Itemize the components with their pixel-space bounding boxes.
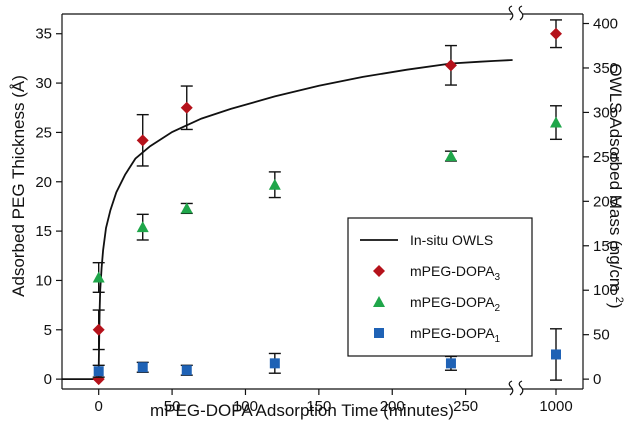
y-tick-label: 10 <box>35 272 52 289</box>
y2-tick-label: 0 <box>593 371 601 388</box>
y2-tick-label: 50 <box>593 327 610 344</box>
y2-tick-label: 250 <box>593 149 618 166</box>
y2-tick-label: 300 <box>593 104 618 121</box>
triangle-point <box>92 271 105 283</box>
tick-labels: 0 50 100 150 200 250 1000051015202530350501001… <box>35 16 618 415</box>
y-tick-label: 20 <box>35 174 52 191</box>
square-point <box>269 358 280 369</box>
x-tick-label: 100 <box>233 398 258 415</box>
y-tick-label: 35 <box>35 26 52 43</box>
y-axis-title: Adsorbed PEG Thickness (Å) <box>9 75 28 297</box>
legend-triangle-swatch <box>373 296 385 307</box>
y-tick-label: 30 <box>35 75 52 92</box>
triangle-point <box>268 178 281 190</box>
y2-tick-label: 400 <box>593 16 618 33</box>
legend-square-swatch <box>374 328 384 338</box>
legend-label: In-situ OWLS <box>410 232 493 248</box>
points-layer <box>92 19 562 386</box>
diamond-point <box>180 101 193 114</box>
x-tick-label: 50 <box>164 398 181 415</box>
diamond-point <box>136 134 149 147</box>
square-point <box>93 366 104 377</box>
y-tick-label: 25 <box>35 124 52 141</box>
axis-break-mark <box>508 380 514 396</box>
legend: In-situ OWLS mPEG-DOPA3 mPEG-DOPA2 mPEG-DOP… <box>347 217 533 357</box>
axis-break-mark <box>508 5 514 21</box>
legend-label: mPEG-DOPA2 <box>410 294 501 314</box>
y2-tick-label: 100 <box>593 282 618 299</box>
legend-label: mPEG-DOPA1 <box>410 325 501 345</box>
diamond-point <box>550 27 562 40</box>
square-point <box>137 362 148 373</box>
y-tick-label: 15 <box>35 223 52 240</box>
tick-marks <box>56 22 589 395</box>
x-tick-label: 1000 <box>539 398 572 415</box>
x-tick-label: 0 <box>95 398 103 415</box>
y-tick-label: 0 <box>44 371 52 388</box>
diamond-point <box>444 59 457 72</box>
y2-axis-title: OWLS Adsorbed Mass (ng/cm 2) <box>606 63 625 308</box>
triangle-point <box>180 202 193 214</box>
x-axis-title: mPEG-DOPA Adsorption Time (minutes) <box>150 401 454 420</box>
triangle-point <box>444 150 457 162</box>
y2-tick-label: 150 <box>593 238 618 255</box>
x-tick-label: 150 <box>306 398 331 415</box>
square-point <box>445 358 456 369</box>
axis-break-mark <box>518 380 524 396</box>
y2-tick-label: 200 <box>593 193 618 210</box>
y2-tick-label: 350 <box>593 60 618 77</box>
y-tick-label: 5 <box>44 322 52 339</box>
triangle-point <box>136 221 149 233</box>
x-tick-label: 250 <box>453 398 478 415</box>
square-point <box>551 349 561 360</box>
legend-label: mPEG-DOPA3 <box>410 263 501 283</box>
triangle-point <box>550 116 562 128</box>
x-tick-label: 200 <box>380 398 405 415</box>
square-point <box>181 365 192 376</box>
legend-diamond-swatch <box>373 265 385 277</box>
diamond-point <box>92 323 105 336</box>
axis-break-mark <box>518 5 524 21</box>
